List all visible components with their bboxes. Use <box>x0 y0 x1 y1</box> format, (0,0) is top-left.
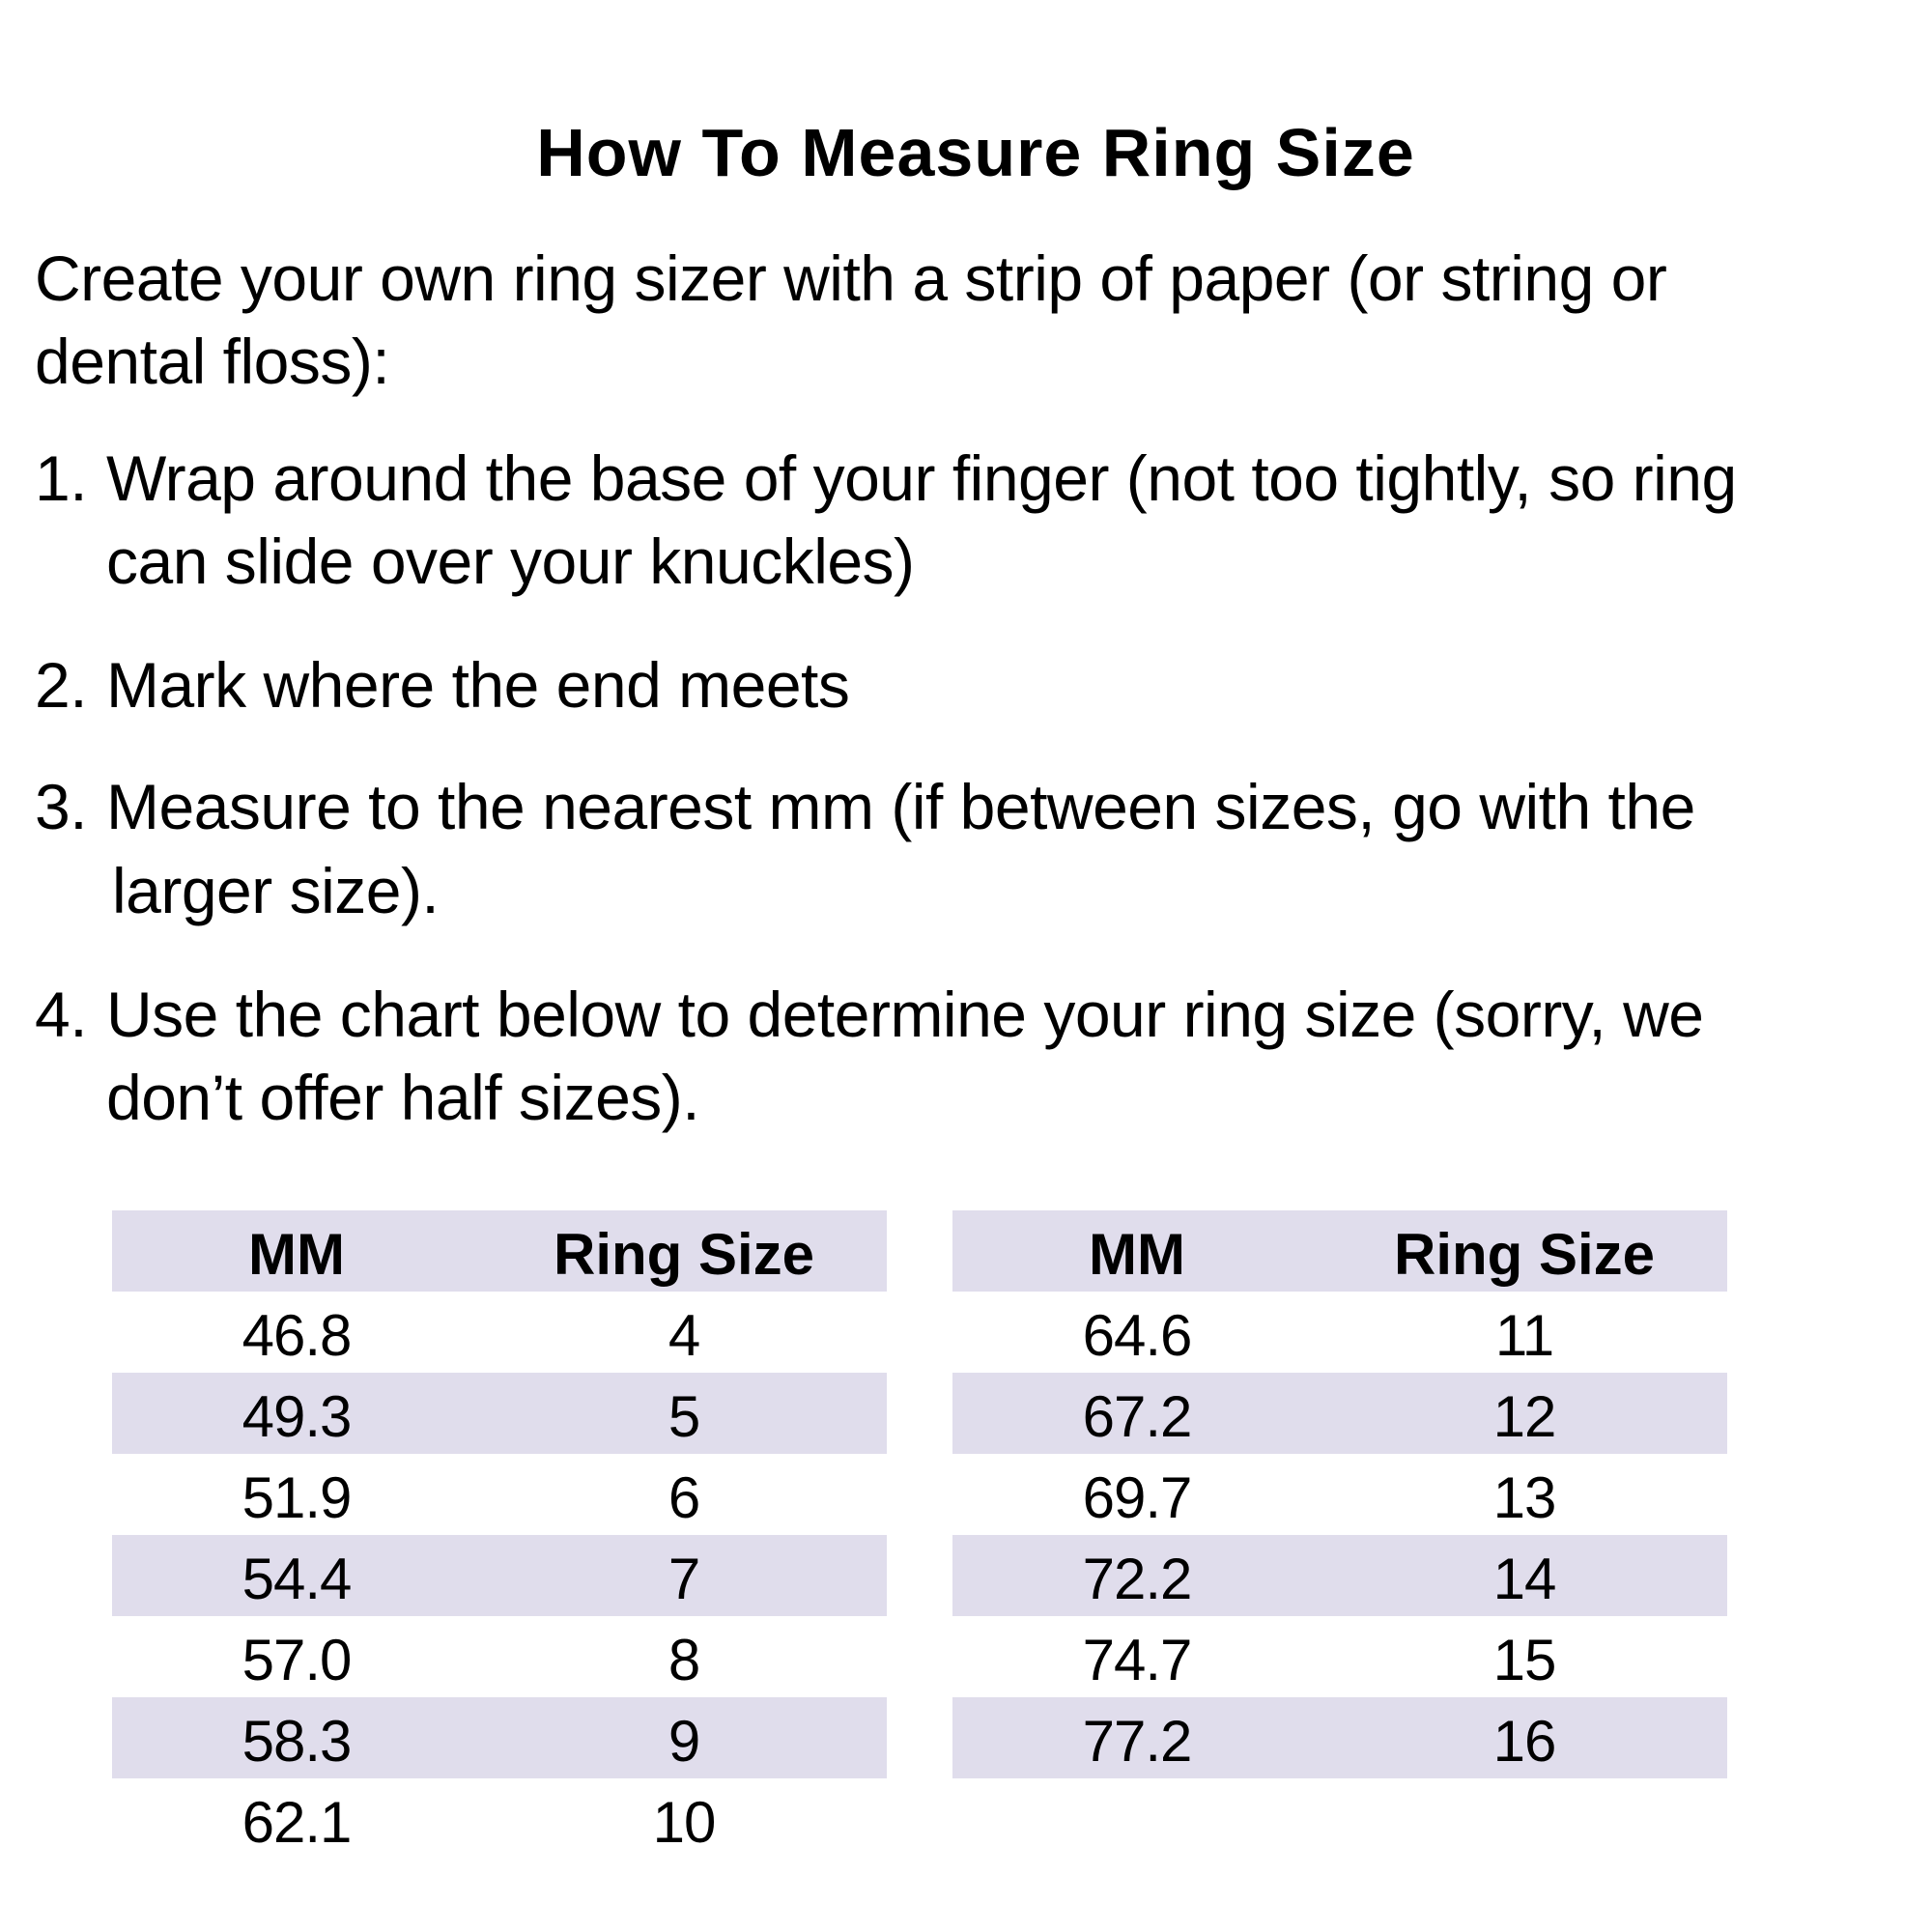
ring-size-cell: Ring Size <box>553 1222 815 1287</box>
step-number: 4. <box>35 979 88 1050</box>
ring-size-cell: 12 <box>1492 1384 1557 1449</box>
ring-size-cell: 6 <box>668 1465 700 1530</box>
mm-cell: MM <box>1089 1222 1185 1287</box>
step-4: 4. Use the chart below to determine your … <box>35 978 1704 1051</box>
ring-size-cell: 13 <box>1492 1465 1557 1530</box>
mm-cell: 64.6 <box>1082 1303 1193 1368</box>
step-3: 3. Measure to the nearest mm (if between … <box>35 770 1695 843</box>
mm-cell: 69.7 <box>1082 1465 1193 1530</box>
ring-size-cell: Ring Size <box>1393 1222 1656 1287</box>
table-row: 64.6 11 <box>952 1292 1727 1373</box>
ring-size-cell: 9 <box>668 1709 700 1774</box>
ring-size-cell: 8 <box>668 1628 700 1692</box>
intro-line-1: Create your own ring sizer with a strip … <box>35 242 1667 314</box>
step-number: 1. <box>35 442 88 514</box>
mm-cell: 46.8 <box>242 1303 353 1368</box>
ring-size-cell: 16 <box>1492 1709 1557 1774</box>
step-text: Mark where the end meets <box>106 649 850 721</box>
mm-cell: 67.2 <box>1082 1384 1193 1449</box>
ring-size-cell: 5 <box>668 1384 700 1449</box>
mm-cell: 72.2 <box>1082 1547 1193 1611</box>
ring-size-cell: 11 <box>1494 1303 1554 1368</box>
mm-cell: 74.7 <box>1082 1628 1193 1692</box>
size-table-left: MM Ring Size 46.8 4 49.3 5 51.9 6 54.4 7 57.0 8 58.3… <box>112 1210 887 1860</box>
table-row: 74.7 15 <box>952 1616 1727 1697</box>
mm-cell: 57.0 <box>242 1628 353 1692</box>
ring-size-cell: 10 <box>652 1790 717 1855</box>
step-1: 1. Wrap around the base of your finger (n… <box>35 441 1737 515</box>
mm-cell: MM <box>248 1222 345 1287</box>
table-row: 49.3 5 <box>112 1373 887 1454</box>
ring-size-cell: 4 <box>668 1303 700 1368</box>
mm-cell: 62.1 <box>242 1790 353 1855</box>
table-row: 62.1 10 <box>112 1778 887 1860</box>
step-3-continued: larger size). <box>112 855 440 926</box>
step-1-continued: can slide over your knuckles) <box>106 526 915 597</box>
mm-cell: 58.3 <box>242 1709 353 1774</box>
mm-cell: 54.4 <box>242 1547 353 1611</box>
step-text: Measure to the nearest mm (if between si… <box>106 771 1695 842</box>
table-row: 54.4 7 <box>112 1535 887 1616</box>
table-header: MM Ring Size <box>952 1210 1727 1292</box>
mm-cell: 49.3 <box>242 1384 353 1449</box>
table-row: 67.2 12 <box>952 1373 1727 1454</box>
table-row: 46.8 4 <box>112 1292 887 1373</box>
mm-cell: 77.2 <box>1082 1709 1193 1774</box>
intro-line-2: dental floss): <box>35 326 390 397</box>
step-number: 3. <box>35 771 88 842</box>
ring-size-cell: 7 <box>668 1547 700 1611</box>
table-row: 69.7 13 <box>952 1454 1727 1535</box>
size-table-right: MM Ring Size 64.6 11 67.2 12 69.7 13 72.2 14 74.7 1… <box>952 1210 1727 1778</box>
page-title: How To Measure Ring Size <box>536 115 1415 190</box>
ring-size-cell: 14 <box>1492 1547 1557 1611</box>
step-2: 2. Mark where the end meets <box>35 648 850 722</box>
step-number: 2. <box>35 649 88 721</box>
step-text: Wrap around the base of your finger (not… <box>106 442 1737 514</box>
table-row: 51.9 6 <box>112 1454 887 1535</box>
table-row: 57.0 8 <box>112 1616 887 1697</box>
table-row: 58.3 9 <box>112 1697 887 1778</box>
step-text: Use the chart below to determine your ri… <box>106 979 1704 1050</box>
ring-size-cell: 15 <box>1492 1628 1557 1692</box>
table-row: 77.2 16 <box>952 1697 1727 1778</box>
step-4-continued: don’t offer half sizes). <box>106 1062 700 1133</box>
mm-cell: 51.9 <box>242 1465 353 1530</box>
table-row: 72.2 14 <box>952 1535 1727 1616</box>
table-header: MM Ring Size <box>112 1210 887 1292</box>
